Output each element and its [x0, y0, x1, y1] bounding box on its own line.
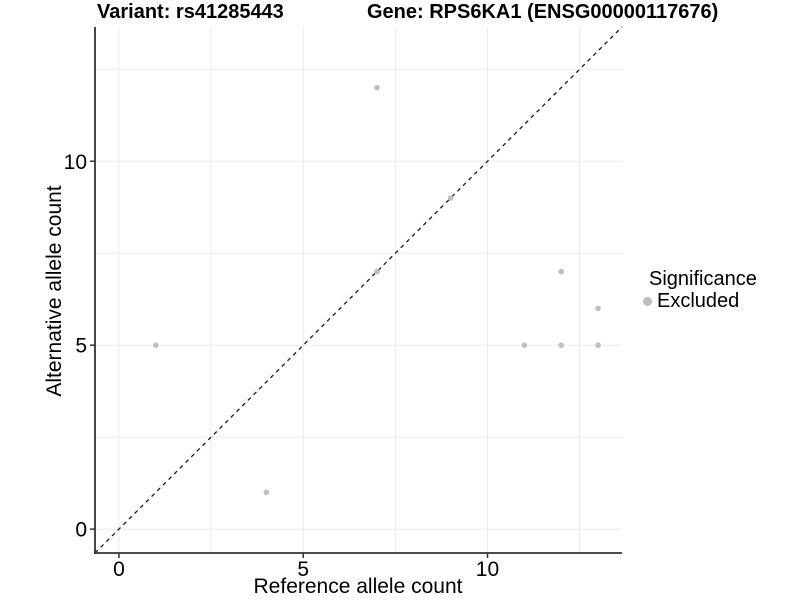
legend: Significance Excluded: [643, 268, 757, 312]
identity-reference-line: [94, 26, 623, 554]
data-point: [374, 268, 380, 275]
plot-title-variant: Variant: rs41285443: [97, 1, 284, 23]
data-point: [263, 489, 270, 496]
x-tick-label: 10: [476, 558, 499, 581]
x-axis-title: Reference allele count: [253, 575, 463, 598]
data-point: [595, 305, 601, 312]
data-point: [521, 342, 528, 348]
data-point: [153, 342, 159, 348]
data-point: [374, 84, 380, 91]
x-tick-label: 5: [297, 558, 309, 581]
data-point: [558, 342, 564, 348]
legend-title: Significance: [649, 268, 757, 290]
x-tick-label: 0: [113, 558, 125, 581]
y-axis-title: Alternative allele count: [43, 185, 66, 397]
plot-title-gene: Gene: RPS6KA1 (ENSG00000117676): [367, 1, 719, 23]
legend-key-dot: [643, 296, 652, 306]
legend-item-label: Excluded: [657, 290, 740, 312]
y-tick-label: 10: [64, 151, 87, 174]
legend-item-excluded: Excluded: [643, 290, 757, 312]
data-point: [558, 268, 564, 275]
data-point: [447, 195, 454, 201]
data-point: [595, 342, 601, 348]
y-tick-label: 0: [75, 519, 87, 542]
y-tick-label: 5: [75, 335, 87, 358]
